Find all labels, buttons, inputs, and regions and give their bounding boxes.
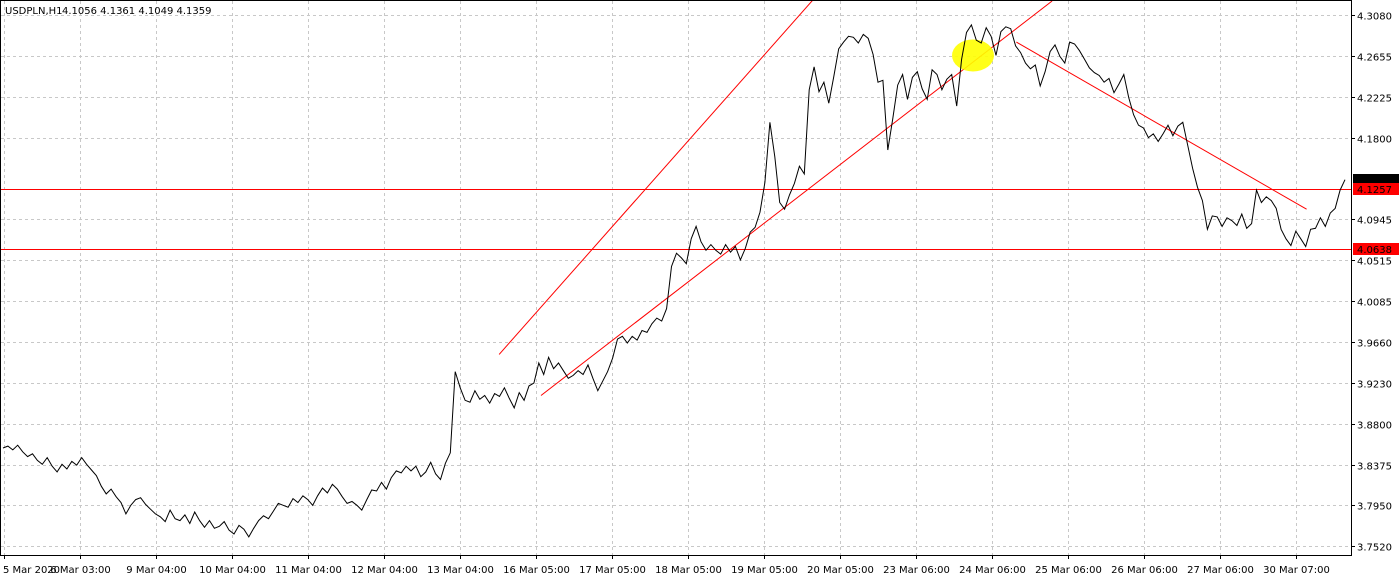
- x-tick-label: 26 Mar 06:00: [1111, 565, 1178, 576]
- x-tick-label: 30 Mar 07:00: [1263, 565, 1330, 576]
- x-tick-label: 25 Mar 06:00: [1035, 565, 1102, 576]
- trendline: [498, 1, 813, 355]
- horizontal-lines: [1, 189, 1351, 250]
- x-tick-label: 12 Mar 04:00: [351, 565, 418, 576]
- highlight-ellipse: [952, 39, 994, 72]
- y-tick-label: 4.0945: [1357, 216, 1392, 227]
- grid: [1, 1, 1351, 555]
- price-tag-bg: [1353, 243, 1399, 255]
- y-tick-label: 3.7950: [1357, 502, 1392, 513]
- y-tick-label: 3.9660: [1357, 339, 1392, 350]
- x-tick-label: 18 Mar 05:00: [655, 565, 722, 576]
- symbol-label: USDPLN,H1: [5, 6, 63, 17]
- price-tag-label: 4.1359: [1357, 176, 1392, 187]
- y-axis: 4.3080 4.2655 4.2225 4.1800 4.0945 4.0515 4.00…: [1351, 12, 1392, 554]
- x-tick-label: 5 Mar 2020: [3, 565, 60, 576]
- price-tag-label: 4.0638: [1357, 245, 1392, 256]
- x-tick-label: 13 Mar 04:00: [427, 565, 494, 576]
- x-tick-label: 10 Mar 04:00: [199, 565, 266, 576]
- y-tick-label: 3.8375: [1357, 462, 1392, 473]
- x-tick-label: 6 Mar 03:00: [50, 565, 110, 576]
- x-tick-label: 9 Mar 04:00: [126, 565, 186, 576]
- x-tick-label: 17 Mar 05:00: [579, 565, 646, 576]
- y-tick-label: 4.2655: [1357, 53, 1392, 64]
- series-group: [2, 23, 1346, 538]
- x-tick-label: 23 Mar 06:00: [883, 565, 950, 576]
- y-tick-label: 3.7520: [1357, 543, 1392, 554]
- trendline: [1016, 41, 1307, 210]
- x-tick-label: 20 Mar 05:00: [807, 565, 874, 576]
- y-tick-label: 3.9230: [1357, 380, 1392, 391]
- x-tick-label: 24 Mar 06:00: [959, 565, 1026, 576]
- y-tick-label: 4.0515: [1357, 257, 1392, 268]
- x-tick-label: 27 Mar 06:00: [1187, 565, 1254, 576]
- x-tick-label: 19 Mar 05:00: [731, 565, 798, 576]
- chart-header: USDPLN,H1 4.1056 4.1361 4.1049 4.1359: [5, 6, 212, 17]
- y-tick-label: 4.0085: [1357, 298, 1392, 309]
- price-series-line: [2, 23, 1346, 538]
- y-tick-label: 3.8800: [1357, 421, 1392, 432]
- price-tag-label: 4.1257: [1357, 185, 1392, 196]
- ohlc-label: 4.1056 4.1361 4.1049 4.1359: [62, 6, 212, 17]
- price-tag-bg: [1353, 183, 1399, 195]
- y-tick-label: 4.2225: [1357, 94, 1392, 105]
- plot-area[interactable]: [0, 0, 1352, 556]
- x-tick-label: 16 Mar 05:00: [503, 565, 570, 576]
- y-tick-label: 4.3080: [1357, 12, 1392, 23]
- highlights: [952, 39, 994, 72]
- x-tick-label: 11 Mar 04:00: [275, 565, 342, 576]
- y-tick-label: 4.1800: [1357, 135, 1392, 146]
